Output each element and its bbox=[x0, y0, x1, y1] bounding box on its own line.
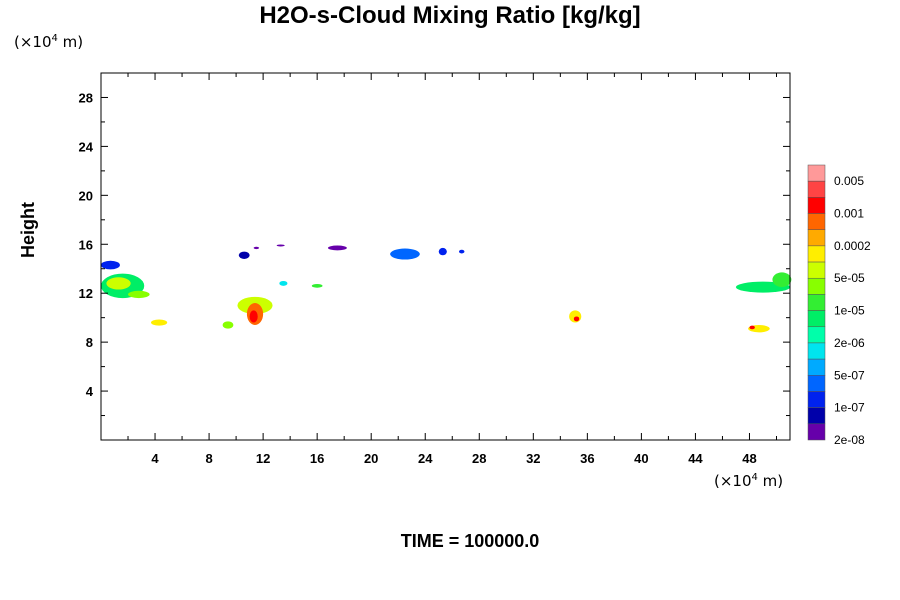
x-tick-label: 44 bbox=[688, 451, 703, 466]
colorbar-label: 0.005 bbox=[834, 174, 864, 188]
y-tick-label: 16 bbox=[79, 237, 93, 252]
y-tick-label: 12 bbox=[79, 286, 93, 301]
colorbar-swatch bbox=[807, 294, 826, 311]
chart-title: H2O-s-Cloud Mixing Ratio [kg/kg] bbox=[259, 2, 641, 29]
cloud-patch bbox=[253, 246, 260, 250]
cloud-patch bbox=[249, 310, 258, 323]
colorbar-swatch bbox=[807, 407, 826, 425]
y-axis-unit: (×104 m) bbox=[14, 33, 84, 51]
x-tick-label: 12 bbox=[256, 451, 270, 466]
y-axis: 4 8 12 16 20 24 28 bbox=[79, 90, 790, 417]
colorbar-label: 2e-06 bbox=[834, 336, 865, 350]
x-axis-unit: (×104 m) bbox=[714, 472, 784, 490]
x-tick-label: 4 bbox=[151, 451, 159, 466]
plot-frame bbox=[100, 72, 791, 441]
y-tick-label: 4 bbox=[86, 384, 94, 399]
cloud-patch bbox=[150, 319, 168, 326]
x-tick-label: 8 bbox=[205, 451, 212, 466]
cloud-patch bbox=[311, 284, 323, 288]
cloud-patch bbox=[276, 244, 285, 247]
cloud-patch bbox=[573, 316, 580, 322]
colorbar-swatch bbox=[807, 277, 826, 295]
colorbar-label: 5e-07 bbox=[834, 368, 865, 382]
y-tick-label: 28 bbox=[79, 90, 93, 105]
cloud-patch bbox=[749, 325, 755, 330]
x-tick-label: 32 bbox=[526, 451, 540, 466]
colorbar-swatch bbox=[807, 342, 826, 360]
colorbar-swatch bbox=[807, 310, 826, 328]
colorbar-swatch bbox=[807, 391, 826, 408]
x-tick-label: 36 bbox=[580, 451, 594, 466]
cloud-field bbox=[101, 244, 792, 333]
colorbar-swatch bbox=[807, 326, 826, 344]
y-tick-label: 20 bbox=[79, 188, 93, 203]
colorbar-label: 1e-05 bbox=[834, 304, 865, 318]
colorbar-label: 0.001 bbox=[834, 207, 864, 221]
x-tick-label: 20 bbox=[364, 451, 378, 466]
cloud-patch bbox=[438, 247, 447, 256]
x-tick-label: 16 bbox=[310, 451, 324, 466]
cloud-patch bbox=[327, 245, 347, 251]
colorbar-swatch bbox=[807, 261, 826, 279]
colorbar: 0.005 0.001 0.0002 5e-05 1e-05 2e-06 5e-07 1e-0… bbox=[807, 164, 871, 447]
colorbar-swatch bbox=[807, 213, 826, 230]
colorbar-swatch bbox=[807, 164, 826, 182]
colorbar-label: 5e-05 bbox=[834, 271, 865, 285]
colorbar-label: 2e-08 bbox=[834, 433, 865, 447]
x-tick-label: 24 bbox=[418, 451, 433, 466]
cloud-patch bbox=[772, 272, 792, 288]
cloud-patch bbox=[222, 321, 234, 329]
cloud-patch bbox=[390, 248, 420, 260]
colorbar-swatch bbox=[807, 423, 826, 441]
colorbar-label: 0.0002 bbox=[834, 239, 871, 253]
colorbar-swatch bbox=[807, 229, 826, 247]
x-tick-label: 48 bbox=[742, 451, 756, 466]
cloud-patch bbox=[101, 260, 120, 270]
colorbar-swatch bbox=[807, 245, 826, 263]
cloud-patch bbox=[279, 280, 288, 286]
x-axis: 4 8 12 16 20 24 28 32 36 40 44 48 bbox=[127, 73, 777, 466]
colorbar-swatch bbox=[807, 375, 826, 392]
y-tick-label: 8 bbox=[86, 335, 93, 350]
x-tick-label: 28 bbox=[472, 451, 486, 466]
time-label: TIME = 100000.0 bbox=[400, 531, 540, 551]
colorbar-swatch bbox=[807, 197, 826, 214]
cloud-patch bbox=[106, 277, 131, 290]
cloud-patch bbox=[459, 249, 465, 254]
x-tick-label: 40 bbox=[634, 451, 648, 466]
colorbar-swatch bbox=[807, 180, 826, 198]
colorbar-swatch bbox=[807, 358, 826, 376]
cloud-patch bbox=[238, 251, 250, 259]
colorbar-label: 1e-07 bbox=[834, 401, 865, 415]
cloud-patch bbox=[128, 290, 150, 299]
y-tick-label: 24 bbox=[79, 139, 94, 154]
